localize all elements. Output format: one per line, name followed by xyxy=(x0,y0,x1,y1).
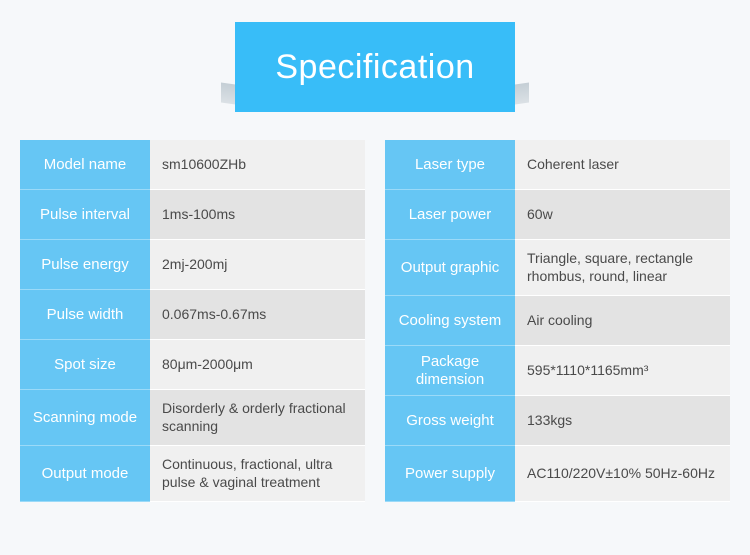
spec-label: Output mode xyxy=(20,446,150,502)
spec-label: Cooling system xyxy=(385,296,515,346)
table-row: Output mode Continuous, fractional, ultr… xyxy=(20,446,365,502)
spec-value: 133kgs xyxy=(515,396,730,446)
spec-label: Pulse interval xyxy=(20,190,150,240)
spec-value: Air cooling xyxy=(515,296,730,346)
spec-value: Disorderly & orderly fractional scanning xyxy=(150,390,365,446)
page-title: Specification xyxy=(275,48,474,87)
spec-label: Power supply xyxy=(385,446,515,502)
spec-value: 1ms-100ms xyxy=(150,190,365,240)
table-row: Output graphic Triangle, square, rectang… xyxy=(385,240,730,296)
table-row: Model name sm10600ZHb xyxy=(20,140,365,190)
table-row: Pulse width 0.067ms-0.67ms xyxy=(20,290,365,340)
banner-face: Specification xyxy=(235,22,515,112)
spec-label: Output graphic xyxy=(385,240,515,296)
spec-value: Continuous, fractional, ultra pulse & va… xyxy=(150,446,365,502)
spec-value: AC110/220V±10% 50Hz-60Hz xyxy=(515,446,730,502)
table-row: Gross weight 133kgs xyxy=(385,396,730,446)
spec-label: Scanning mode xyxy=(20,390,150,446)
spec-value: 0.067ms-0.67ms xyxy=(150,290,365,340)
spec-value: 595*1110*1165mm³ xyxy=(515,346,730,396)
spec-label: Laser type xyxy=(385,140,515,190)
spec-value: Coherent laser xyxy=(515,140,730,190)
spec-label: Pulse width xyxy=(20,290,150,340)
spec-table-right: Laser type Coherent laser Laser power 60… xyxy=(385,140,730,502)
spec-label: Model name xyxy=(20,140,150,190)
spec-value: 60w xyxy=(515,190,730,240)
header-banner: Specification xyxy=(0,0,750,140)
table-row: Cooling system Air cooling xyxy=(385,296,730,346)
banner-ribbon: Specification xyxy=(235,22,515,112)
spec-value: 2mj-200mj xyxy=(150,240,365,290)
spec-label: Pulse energy xyxy=(20,240,150,290)
spec-label: Laser power xyxy=(385,190,515,240)
table-row: Laser power 60w xyxy=(385,190,730,240)
spec-value: Triangle, square, rectangle rhombus, rou… xyxy=(515,240,730,296)
table-row: Laser type Coherent laser xyxy=(385,140,730,190)
spec-tables: Model name sm10600ZHb Pulse interval 1ms… xyxy=(0,140,750,502)
spec-value: 80μm-2000μm xyxy=(150,340,365,390)
table-row: Spot size 80μm-2000μm xyxy=(20,340,365,390)
table-row: Scanning mode Disorderly & orderly fract… xyxy=(20,390,365,446)
spec-label: Spot size xyxy=(20,340,150,390)
spec-value: sm10600ZHb xyxy=(150,140,365,190)
table-row: Pulse energy 2mj-200mj xyxy=(20,240,365,290)
table-row: Package dimension 595*1110*1165mm³ xyxy=(385,346,730,396)
spec-label: Package dimension xyxy=(385,346,515,396)
spec-label: Gross weight xyxy=(385,396,515,446)
table-row: Power supply AC110/220V±10% 50Hz-60Hz xyxy=(385,446,730,502)
table-row: Pulse interval 1ms-100ms xyxy=(20,190,365,240)
spec-table-left: Model name sm10600ZHb Pulse interval 1ms… xyxy=(20,140,365,502)
